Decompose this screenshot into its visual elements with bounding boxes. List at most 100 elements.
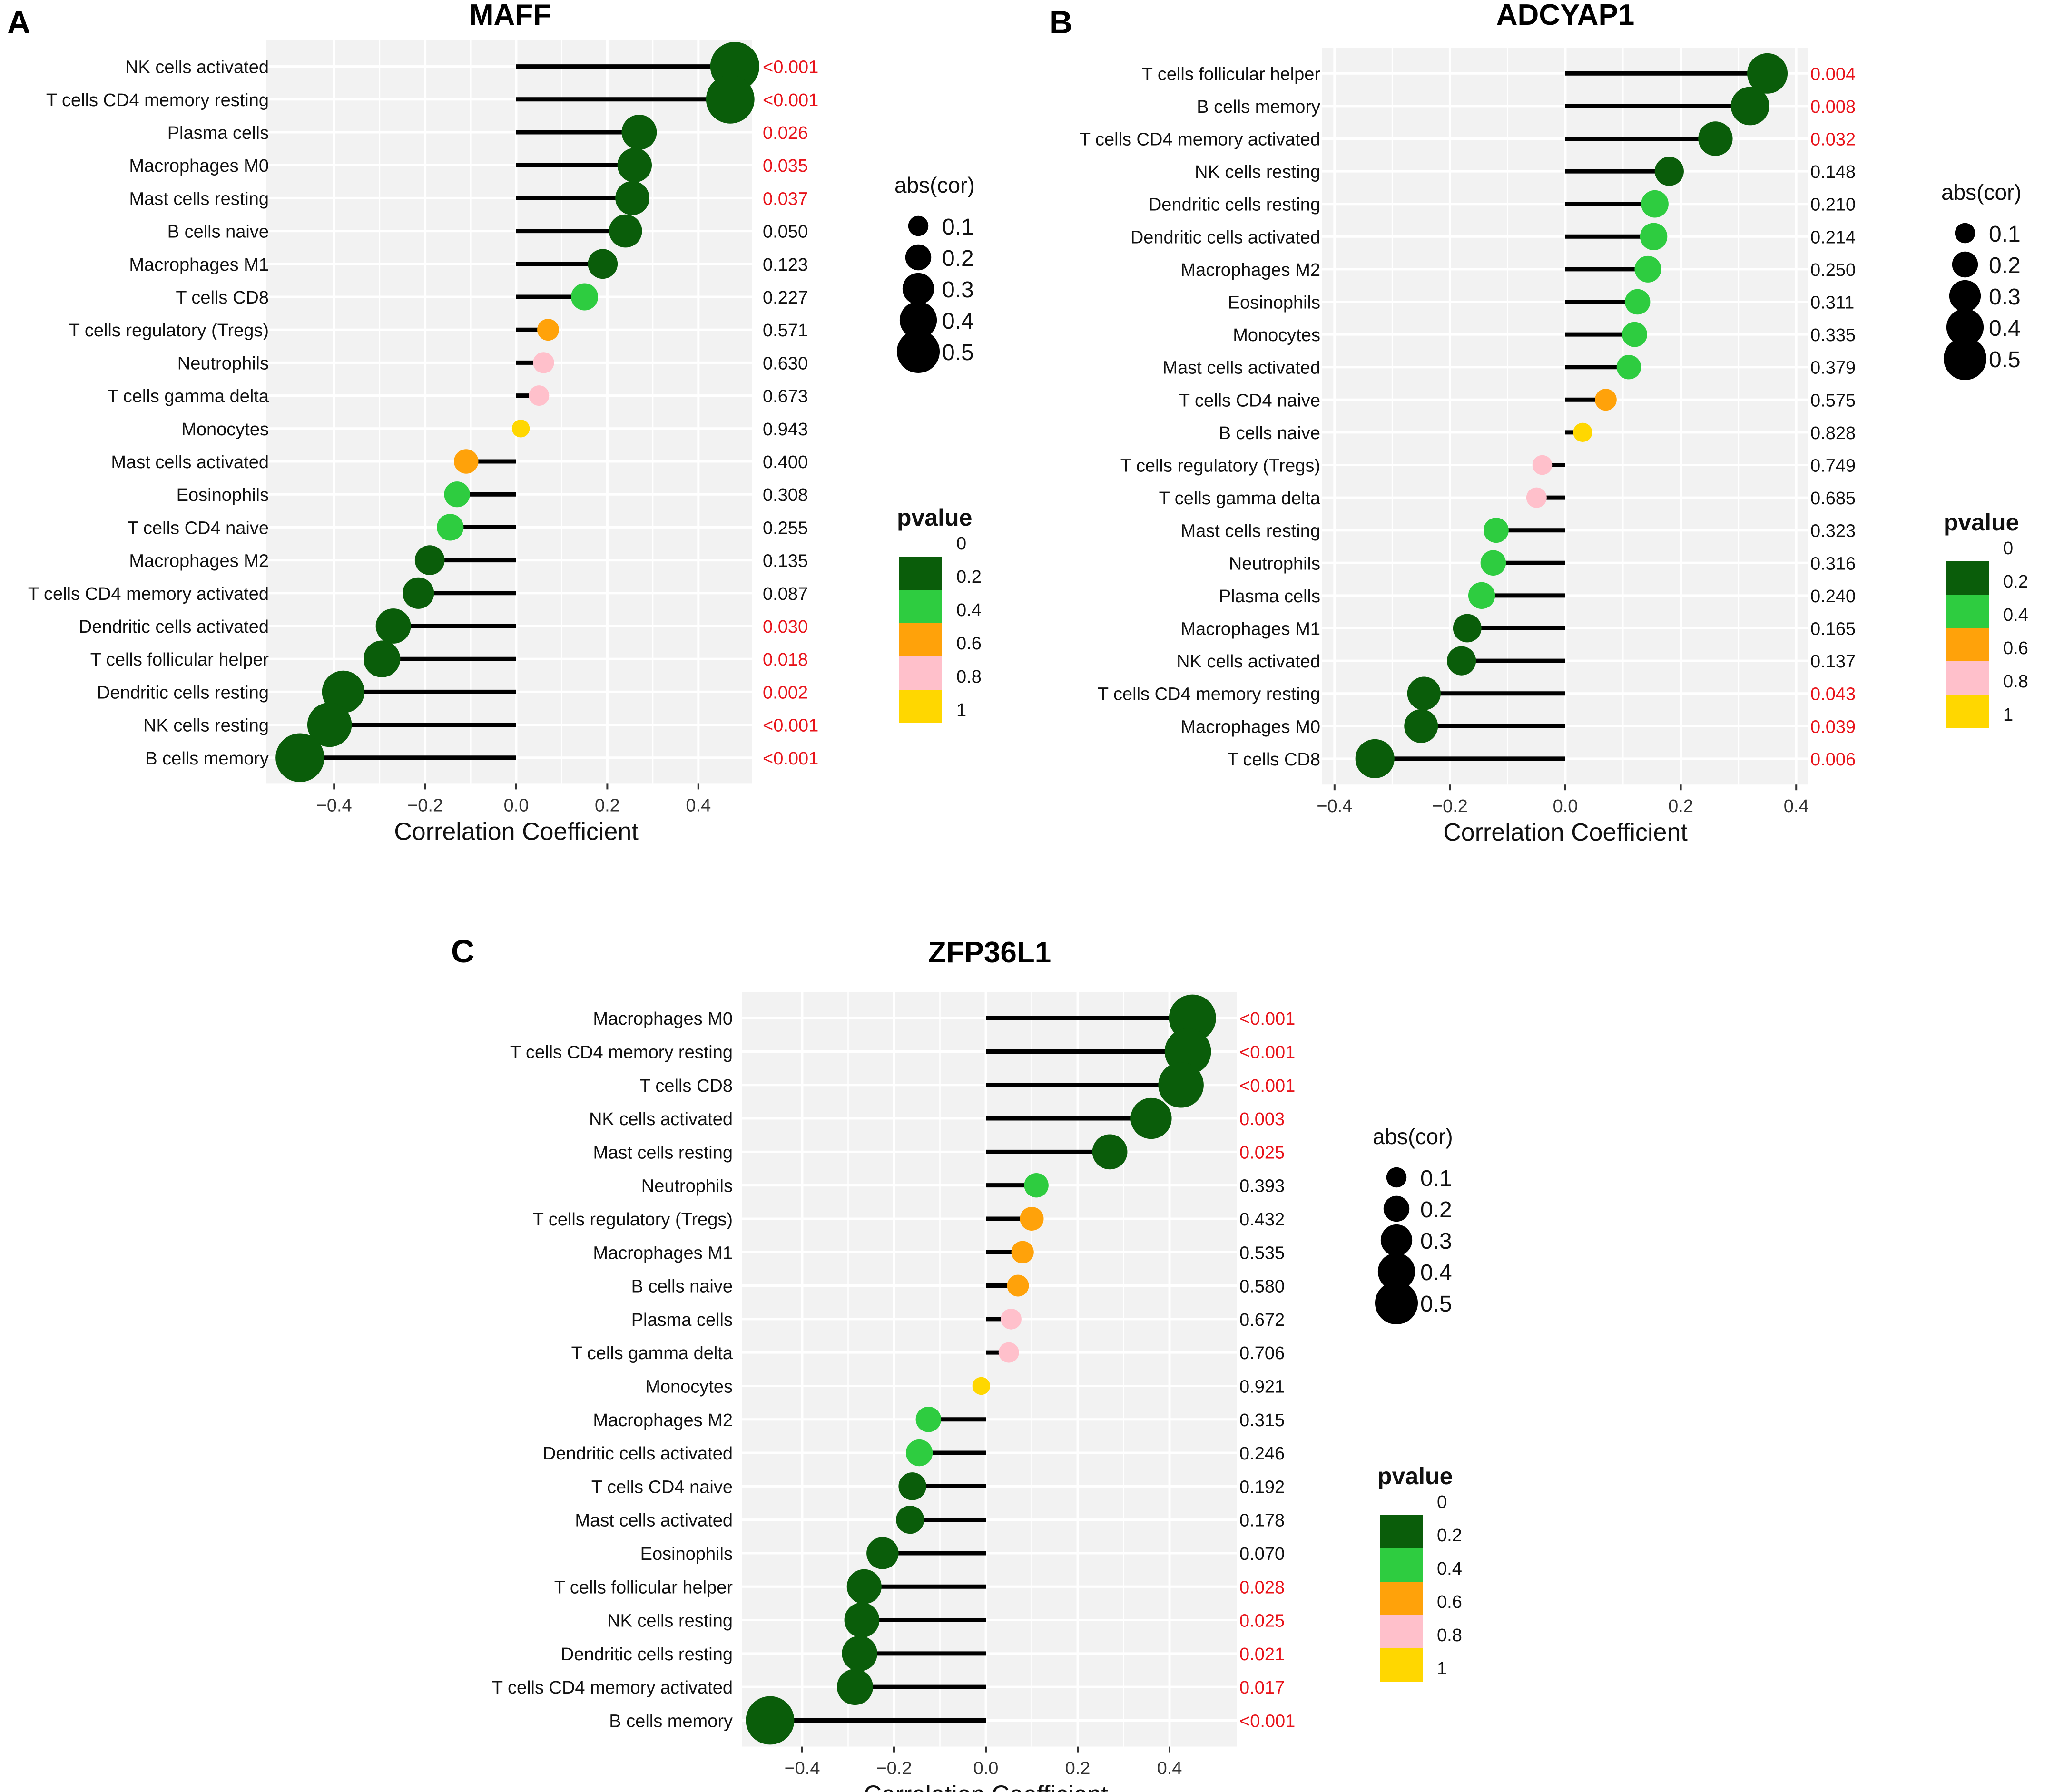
pvalue-label: 0.323 bbox=[1810, 521, 1856, 541]
x-tick-label: 0.0 bbox=[504, 795, 529, 815]
pvalue-legend-label: 0.2 bbox=[1437, 1526, 1462, 1546]
pvalue-label: 0.214 bbox=[1810, 227, 1856, 247]
lollipop-point bbox=[533, 352, 554, 373]
lollipop-point bbox=[706, 75, 755, 124]
pvalue-label: 0.749 bbox=[1810, 456, 1856, 476]
cell-type-label: T cells follicular helper bbox=[1142, 64, 1321, 84]
cell-type-label: Dendritic cells resting bbox=[1149, 195, 1320, 215]
pvalue-label: 0.535 bbox=[1239, 1243, 1285, 1263]
cell-type-label: B cells naive bbox=[1219, 423, 1320, 443]
lollipop-point bbox=[1007, 1274, 1029, 1297]
pvalue-label: 0.050 bbox=[763, 222, 808, 242]
chart-title: MAFF bbox=[469, 0, 551, 31]
pvalue-label: 0.192 bbox=[1239, 1477, 1285, 1497]
pvalue-colorbar-bin bbox=[1380, 1615, 1423, 1648]
cell-type-label: T cells regulatory (Tregs) bbox=[533, 1210, 733, 1230]
pvalue-label: 0.672 bbox=[1239, 1310, 1285, 1330]
cell-type-label: Macrophages M2 bbox=[129, 551, 269, 571]
size-legend-title: abs(cor) bbox=[1941, 180, 2022, 205]
lollipop-point bbox=[1698, 121, 1733, 156]
size-legend-label: 0.5 bbox=[942, 340, 974, 365]
pvalue-label: 0.315 bbox=[1239, 1410, 1285, 1430]
lollipop-point bbox=[1447, 646, 1476, 676]
lollipop-point bbox=[537, 319, 559, 341]
cell-type-label: T cells CD4 naive bbox=[1179, 391, 1320, 411]
x-tick-label: 0.2 bbox=[1065, 1759, 1091, 1779]
pvalue-label: 0.250 bbox=[1810, 260, 1856, 280]
size-legend-label: 0.2 bbox=[942, 246, 974, 271]
pvalue-label: 0.400 bbox=[763, 452, 808, 472]
size-legend-dot bbox=[1375, 1281, 1418, 1325]
cell-type-label: Dendritic cells resting bbox=[97, 683, 269, 703]
cell-type-label: Eosinophils bbox=[640, 1544, 733, 1564]
lollipop-point bbox=[615, 181, 649, 215]
lollipop-point bbox=[609, 214, 642, 248]
lollipop-point bbox=[898, 1472, 926, 1500]
lollipop-point bbox=[307, 702, 352, 747]
cell-type-label: Dendritic cells activated bbox=[79, 617, 269, 637]
cell-type-label: B cells naive bbox=[167, 222, 269, 242]
size-legend-label: 0.3 bbox=[1420, 1229, 1452, 1254]
cell-type-label: T cells gamma delta bbox=[571, 1343, 733, 1363]
x-tick-label: −0.4 bbox=[784, 1759, 820, 1779]
lollipop-point bbox=[529, 385, 550, 406]
lollipop-point bbox=[414, 545, 445, 575]
lollipop-point bbox=[437, 514, 464, 541]
pvalue-legend-label: 0.4 bbox=[1437, 1559, 1462, 1579]
pvalue-label: 0.673 bbox=[763, 387, 808, 407]
cell-type-label: T cells follicular helper bbox=[554, 1577, 733, 1597]
cell-type-label: NK cells resting bbox=[1195, 162, 1320, 182]
pvalue-legend-label: 1 bbox=[956, 700, 966, 720]
pvalue-label: 0.037 bbox=[763, 189, 808, 209]
pvalue-label: 0.165 bbox=[1810, 619, 1856, 639]
pvalue-label: 0.039 bbox=[1810, 717, 1856, 737]
lollipop-point bbox=[1747, 53, 1788, 94]
cell-type-label: Macrophages M2 bbox=[593, 1410, 733, 1430]
cell-type-label: NK cells activated bbox=[1177, 652, 1320, 672]
pvalue-label: 0.004 bbox=[1810, 64, 1856, 84]
panel-b: B ADCYAP1 T cells follicular helper 0.004 B … bbox=[1049, 0, 1856, 846]
x-tick-label: 0.2 bbox=[1668, 796, 1693, 816]
pvalue-legend-label: 0.6 bbox=[2003, 638, 2028, 658]
pvalue-label: <0.001 bbox=[763, 749, 818, 769]
x-tick-label: −0.4 bbox=[316, 795, 352, 815]
pvalue-label: 0.043 bbox=[1810, 685, 1856, 705]
pvalue-colorbar-bin bbox=[899, 590, 942, 623]
lollipop-point bbox=[364, 640, 401, 677]
size-legend-dot bbox=[1955, 223, 1975, 244]
size-legend-dot bbox=[1943, 337, 1987, 381]
cell-type-label: Macrophages M0 bbox=[593, 1009, 733, 1029]
pvalue-label: 0.379 bbox=[1810, 358, 1856, 378]
x-tick-label: 0.4 bbox=[1157, 1759, 1182, 1779]
lollipop-point bbox=[375, 608, 411, 644]
lollipop-point bbox=[905, 1439, 933, 1467]
size-legend-label: 0.4 bbox=[942, 309, 974, 334]
cell-type-label: Eosinophils bbox=[1228, 293, 1320, 313]
pvalue-label: 0.148 bbox=[1810, 162, 1856, 182]
lollipop-point bbox=[1020, 1206, 1044, 1231]
pvalue-label: 0.575 bbox=[1810, 391, 1856, 411]
size-legend-dot bbox=[1383, 1195, 1410, 1222]
size-legend-label: 0.1 bbox=[942, 215, 974, 240]
lollipop-point bbox=[322, 670, 364, 713]
lollipop-point bbox=[1404, 709, 1438, 743]
size-legend-dot bbox=[896, 330, 940, 373]
cell-type-label: Monocytes bbox=[1233, 325, 1320, 345]
lollipop-point bbox=[275, 733, 324, 783]
size-legend-dot bbox=[1380, 1224, 1413, 1256]
pvalue-label: 0.025 bbox=[1239, 1611, 1285, 1631]
lollipop-point bbox=[1634, 255, 1661, 283]
cell-type-label: Monocytes bbox=[181, 420, 269, 440]
size-legend-label: 0.3 bbox=[942, 277, 974, 303]
pvalue-label: 0.021 bbox=[1239, 1645, 1285, 1665]
size-legend-label: 0.1 bbox=[1420, 1166, 1452, 1191]
size-legend-dot bbox=[1952, 251, 1978, 278]
pvalue-label: 0.630 bbox=[763, 353, 808, 373]
cell-type-label: T cells regulatory (Tregs) bbox=[1120, 456, 1320, 476]
pvalue-colorbar-bin bbox=[1380, 1648, 1423, 1682]
size-legend-label: 0.3 bbox=[1989, 284, 2021, 310]
cell-type-label: Dendritic cells resting bbox=[561, 1645, 733, 1665]
cell-type-label: Macrophages M1 bbox=[129, 255, 269, 275]
x-axis-label: Correlation Coefficient bbox=[864, 1781, 1108, 1792]
lollipop-point bbox=[1011, 1241, 1034, 1263]
